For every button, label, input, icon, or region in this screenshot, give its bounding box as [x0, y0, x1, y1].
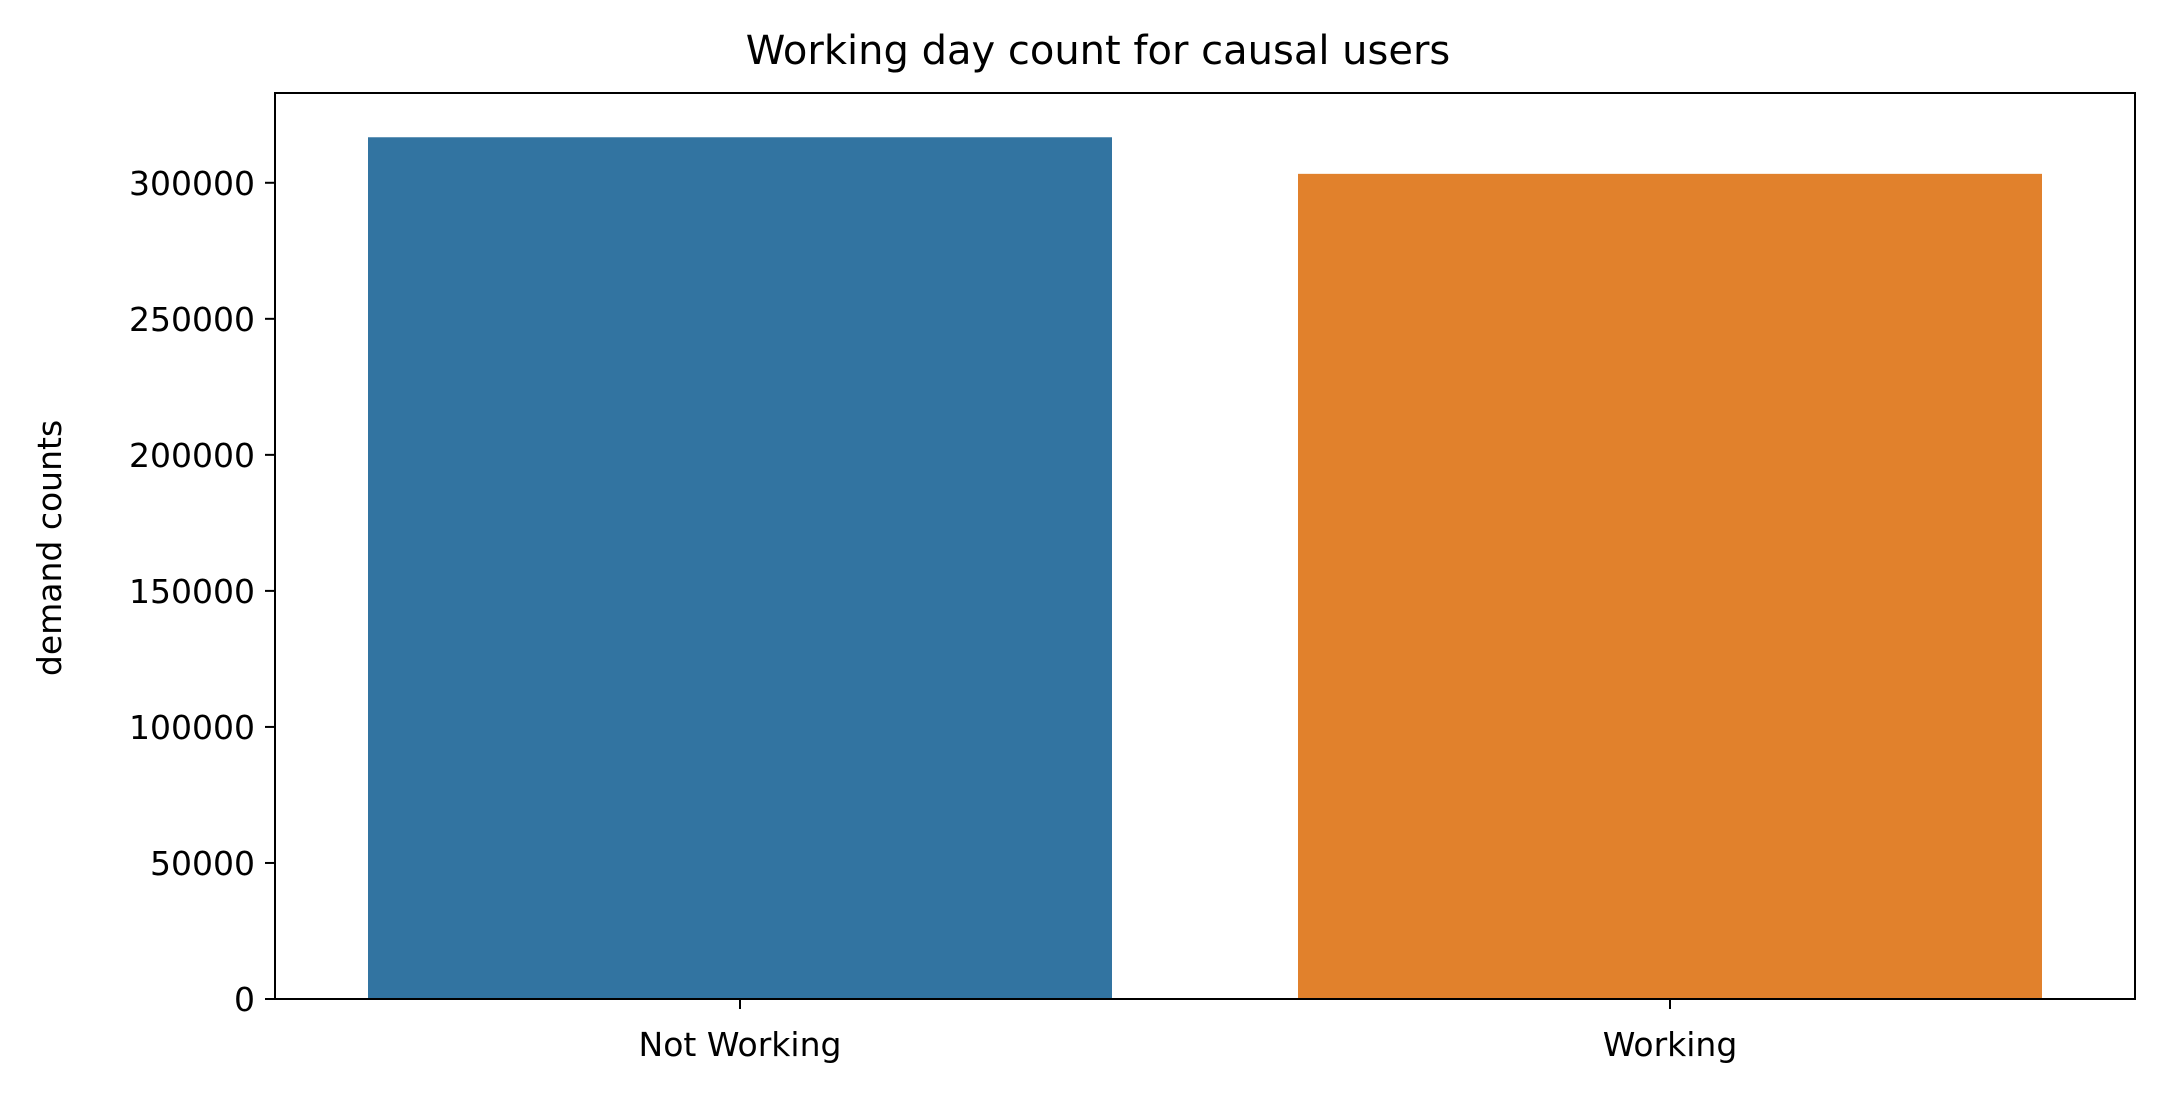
bar-working: [1298, 173, 2042, 1000]
y-tick-label: 250000: [129, 300, 255, 339]
y-axis-label: demand counts: [30, 420, 69, 676]
x-tick-label: Not Working: [639, 1025, 842, 1064]
bar-not-working: [368, 137, 1112, 999]
y-tick-label: 200000: [129, 436, 255, 475]
y-tick-label: 50000: [150, 844, 255, 883]
x-tick-label: Working: [1603, 1025, 1738, 1064]
y-tick-label: 150000: [129, 572, 255, 611]
plot-area: Not Working Working 0 50000 100000 150000 2000…: [129, 92, 2136, 1064]
y-tick-label: 300000: [129, 164, 255, 203]
chart-title: Working day count for causal users: [746, 28, 1451, 74]
plot-frame: [274, 92, 2136, 1000]
y-tick-label: 100000: [129, 708, 255, 747]
y-tick-label: 0: [234, 980, 255, 1019]
